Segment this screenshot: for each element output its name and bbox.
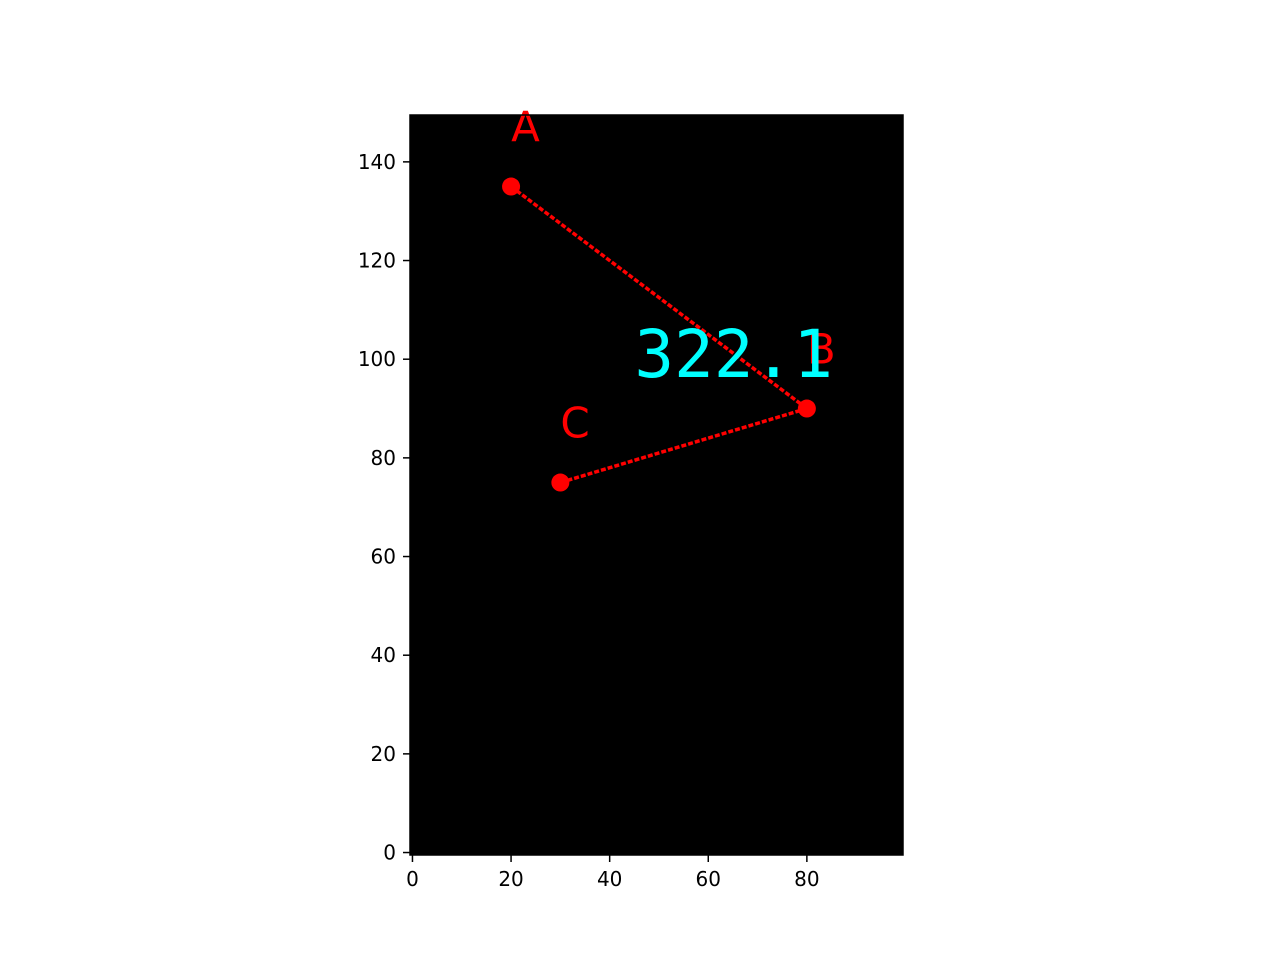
y-tick-label: 80 (371, 446, 396, 470)
y-tick-label: 40 (371, 643, 396, 667)
x-tick-label: 80 (794, 867, 819, 891)
y-tick-label: 120 (358, 249, 396, 273)
x-axis: 0 20 40 60 80 (406, 855, 820, 891)
x-tick-label: 60 (696, 867, 721, 891)
y-tick-label: 20 (371, 742, 396, 766)
readout-layer: 322.1 (634, 316, 833, 393)
plot-area (410, 115, 903, 855)
y-tick-label: 140 (358, 150, 396, 174)
y-tick-label: 0 (383, 841, 396, 865)
point-marker-a (502, 177, 521, 196)
series-layer: A B C (502, 103, 836, 492)
x-tick-label: 0 (406, 867, 419, 891)
y-axis: 0 20 40 60 80 100 120 140 (358, 150, 410, 865)
x-tick-label: 40 (597, 867, 622, 891)
y-tick-label: 100 (358, 347, 396, 371)
segment-b-c (559, 406, 808, 485)
point-label-b: B (807, 325, 836, 374)
point-label-c: C (560, 399, 589, 448)
segment-a-b (510, 185, 808, 410)
angle-readout: 322.1 (634, 316, 833, 393)
point-label-a: A (511, 103, 540, 152)
y-tick-label: 60 (371, 545, 396, 569)
plot-frame (409, 114, 904, 856)
point-marker-c (551, 473, 570, 492)
point-marker-b (797, 399, 816, 418)
x-tick-label: 20 (498, 867, 523, 891)
